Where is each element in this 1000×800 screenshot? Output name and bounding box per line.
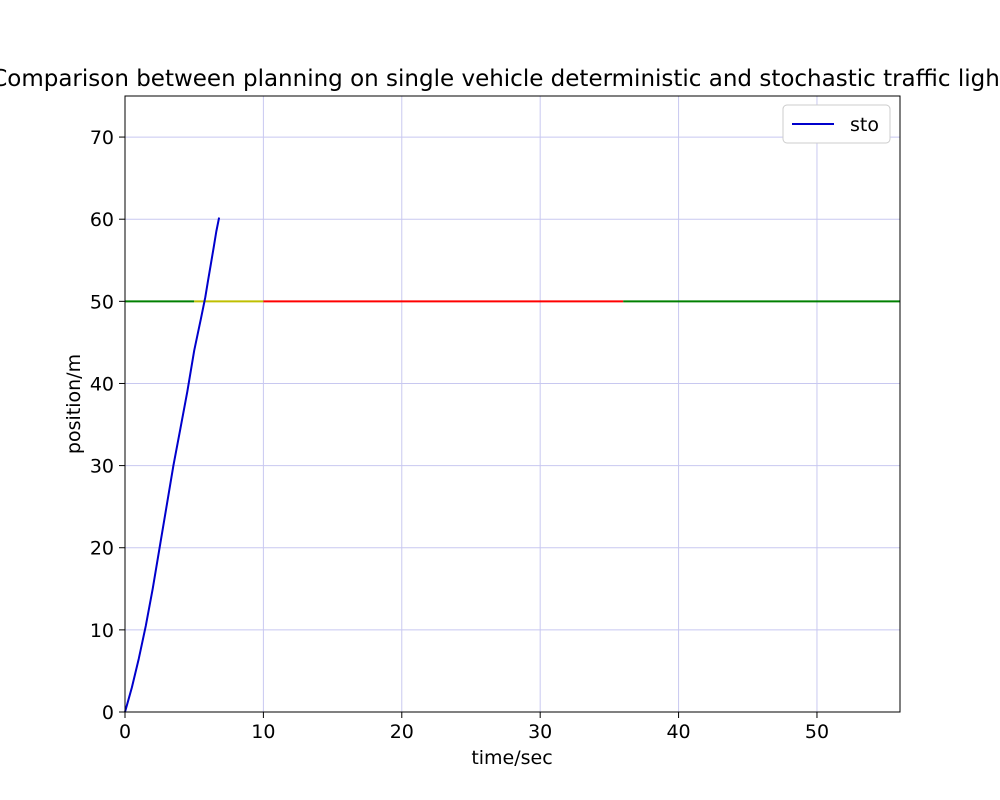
plot-frame — [124, 95, 901, 713]
x-axis-label: time/sec — [471, 747, 552, 769]
series-layer — [124, 217, 221, 713]
y-tick-label: 60 — [90, 209, 114, 231]
legend-frame — [782, 104, 891, 144]
x-tick-label: 0 — [119, 721, 131, 743]
y-tick-label: 50 — [90, 291, 114, 313]
y-tick-label: 10 — [90, 620, 114, 642]
series-line-sto — [124, 217, 221, 713]
x-tick-label: 40 — [666, 721, 690, 743]
grid — [124, 96, 900, 713]
y-axis-label: position/m — [63, 354, 85, 454]
y-tick-label: 20 — [90, 538, 114, 560]
x-tick-label: 30 — [528, 721, 552, 743]
x-tick-label: 10 — [251, 721, 275, 743]
y-tick-label: 30 — [90, 456, 114, 478]
y-tick-label: 70 — [90, 127, 114, 149]
x-tick-label: 20 — [390, 721, 414, 743]
y-tick-label: 0 — [102, 702, 114, 724]
chart-title: Comparison between planning on single ve… — [0, 66, 1000, 92]
y-axis-ticks: 0 10 20 30 40 50 60 70 — [90, 127, 125, 724]
x-tick-label: 50 — [805, 721, 829, 743]
x-axis-ticks: 0 10 20 30 40 50 — [119, 712, 829, 743]
legend-label-sto: sto — [850, 114, 879, 136]
y-tick-label: 40 — [90, 373, 114, 395]
legend: sto — [782, 104, 891, 144]
